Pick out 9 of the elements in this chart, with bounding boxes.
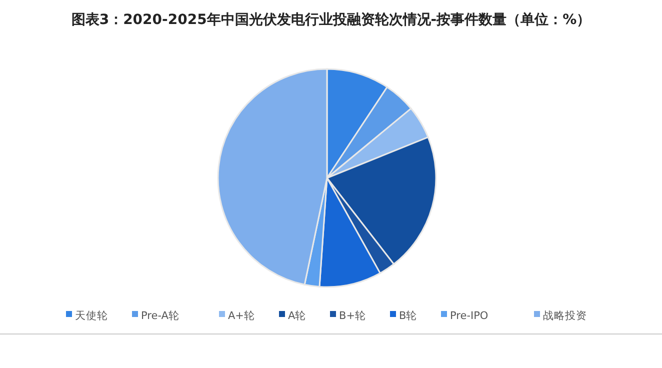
legend-label: Pre-IPO	[450, 310, 488, 322]
legend-label: Pre-A轮	[141, 310, 180, 322]
chart-title: 图表3：2020-2025年中国光伏发电行业投融资轮次情况-按事件数量（单位：%）	[71, 12, 591, 28]
legend-label: A+轮	[228, 310, 255, 322]
legend-label: 天使轮	[75, 310, 108, 322]
legend-label: B+轮	[339, 310, 366, 322]
legend-label: A轮	[288, 310, 306, 322]
legend-label: B轮	[399, 310, 418, 322]
legend-label: 战略投资	[543, 310, 587, 322]
